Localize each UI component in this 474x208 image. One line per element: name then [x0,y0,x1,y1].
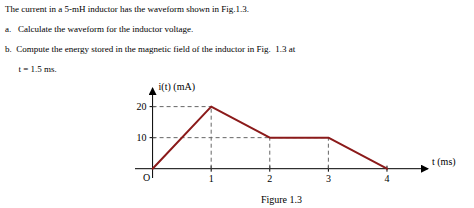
caption: Figure 1.3 [261,194,302,205]
x-axis-label: t (ms) [432,156,456,168]
plot-data [153,107,387,169]
reference-line [328,138,329,169]
annotation: a. Calculate the waveform for the induct… [5,24,193,34]
y-axis [152,88,153,178]
annotation: The current in a 5-mH inductor has the w… [5,4,249,14]
x-tick-label: 2 [267,173,272,184]
annotation: t = 1.5 ms. [5,64,57,74]
origin-label: O [143,172,150,183]
x-tick-label: 1 [209,173,214,184]
chart: The current in a 5-mH inductor has the w… [0,0,474,208]
current-line [153,107,387,169]
x-tick-label: 3 [326,173,331,184]
y-axis-label: i(t) (mA) [159,81,195,93]
reference-line [153,106,212,107]
y-tick-label: 10 [137,132,147,143]
x-tick-label: 4 [384,173,389,184]
y-tick-label: 20 [137,101,147,112]
reference-line [269,138,270,169]
x-axis [135,168,428,169]
annotation: b. Compute the energy stored in the magn… [5,44,296,54]
